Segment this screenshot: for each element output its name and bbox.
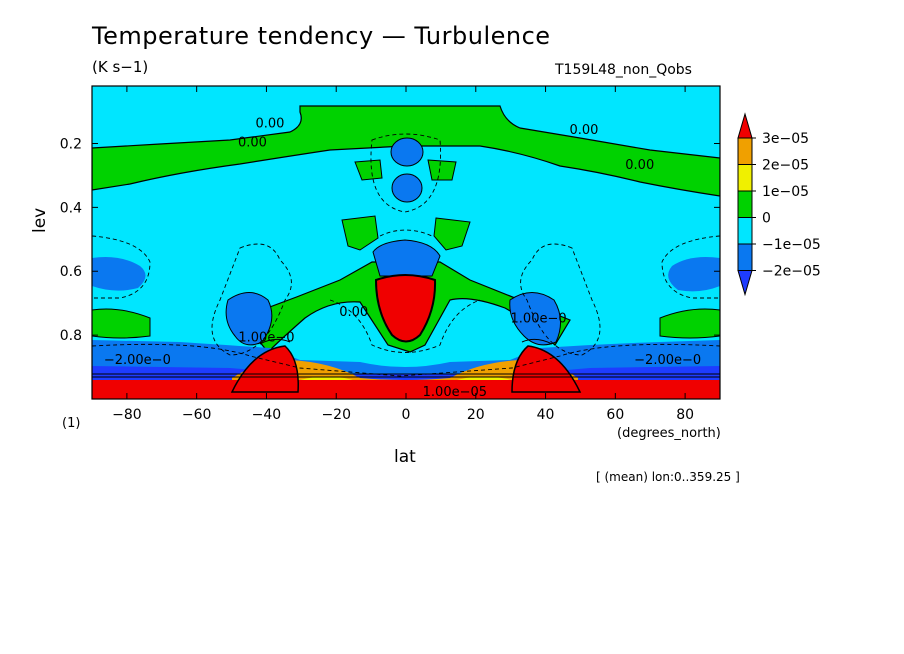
x-tick-label: 0 bbox=[402, 407, 411, 423]
scale-annotation: (1) bbox=[62, 416, 81, 431]
east-green-lower bbox=[659, 308, 720, 339]
green-cap-small-left bbox=[354, 159, 383, 181]
equatorial-max bbox=[374, 274, 437, 343]
x-tick-label: 40 bbox=[537, 407, 555, 423]
green-cap-mid-left bbox=[341, 215, 379, 251]
x-tick-label: 60 bbox=[606, 407, 624, 423]
x-axis-units: (degrees_north) bbox=[617, 426, 721, 441]
blue-core-lower bbox=[391, 173, 423, 203]
legend-top-triangle bbox=[737, 112, 753, 139]
x-axis-label: lat bbox=[394, 447, 416, 467]
chart-units: (K s−1) bbox=[92, 58, 149, 76]
green-cap-small-right bbox=[427, 159, 457, 181]
contour-labels: 0.00 0.00 0.00 0.00 0.00 1.00e−0 1.00e−0 −2.00e… bbox=[104, 117, 701, 400]
west-green-lower bbox=[92, 308, 151, 339]
y-tick-label: 0.8 bbox=[60, 328, 82, 344]
green-cap-mid-right bbox=[433, 217, 471, 251]
legend-bottom-triangle bbox=[737, 270, 753, 297]
x-tick-label: −60 bbox=[182, 407, 212, 423]
east-blue-side bbox=[668, 257, 720, 292]
contour-label: 0.00 bbox=[569, 123, 598, 138]
legend-label: −1e−05 bbox=[762, 237, 821, 253]
left-surface-max bbox=[230, 345, 299, 393]
dashed-contours bbox=[92, 133, 720, 377]
contour-label: 0.00 bbox=[255, 117, 284, 132]
contour-label: 0.00 bbox=[339, 305, 368, 320]
footer-note: [ (mean) lon:0..359.25 ] bbox=[596, 470, 740, 484]
legend-label: −2e−05 bbox=[762, 264, 821, 280]
filled-contours bbox=[92, 86, 720, 399]
run-label: T159L48_non_Qobs bbox=[555, 62, 692, 78]
legend-label: 0 bbox=[762, 211, 771, 227]
x-tick-label: 20 bbox=[467, 407, 485, 423]
left-lobe-negative bbox=[225, 292, 273, 346]
colorbar-legend: 3e−05 2e−05 1e−05 0 −1e−05 −2e−05 bbox=[737, 112, 821, 297]
center-right-surface-max bbox=[442, 381, 486, 393]
contour-label: 1.00e−0 bbox=[238, 331, 294, 346]
legend-swatch bbox=[737, 217, 753, 245]
west-blue-side bbox=[92, 257, 146, 291]
legend-label: 1e−05 bbox=[762, 184, 809, 200]
y-tick-label: 0.4 bbox=[60, 200, 82, 216]
blue-cap bbox=[372, 239, 441, 277]
legend-label: 3e−05 bbox=[762, 131, 809, 147]
chart-title: Temperature tendency — Turbulence bbox=[92, 22, 551, 50]
contour-label: 1.00e−0 bbox=[511, 311, 567, 326]
contour-label: 0.00 bbox=[238, 136, 267, 151]
contour-label: 1.00e−05 bbox=[423, 385, 487, 400]
legend-swatch bbox=[737, 190, 753, 218]
legend-swatch bbox=[737, 243, 753, 271]
legend-label: 2e−05 bbox=[762, 158, 809, 174]
contour-label: 0.00 bbox=[625, 158, 654, 173]
contour-label: −2.00e−0 bbox=[104, 353, 171, 368]
solid-contours bbox=[92, 338, 720, 378]
y-tick-label: 0.2 bbox=[60, 136, 82, 152]
x-tick-label: −20 bbox=[321, 407, 351, 423]
y-ticks: 0.2 0.4 0.6 0.8 bbox=[60, 136, 720, 344]
contour-label: −2.00e−0 bbox=[634, 353, 701, 368]
center-left-surface-max bbox=[338, 381, 382, 393]
legend-swatch bbox=[737, 137, 753, 165]
x-tick-label: 80 bbox=[676, 407, 694, 423]
right-surface-max bbox=[511, 345, 582, 393]
blue-core-upper bbox=[390, 137, 424, 167]
x-ticks: −80 −60 −40 −20 0 20 40 60 80 bbox=[112, 86, 694, 423]
y-tick-label: 0.6 bbox=[60, 264, 82, 280]
x-tick-label: −40 bbox=[252, 407, 282, 423]
legend-swatch bbox=[737, 164, 753, 192]
upper-positive-band bbox=[92, 105, 720, 197]
x-tick-label: −80 bbox=[112, 407, 142, 423]
